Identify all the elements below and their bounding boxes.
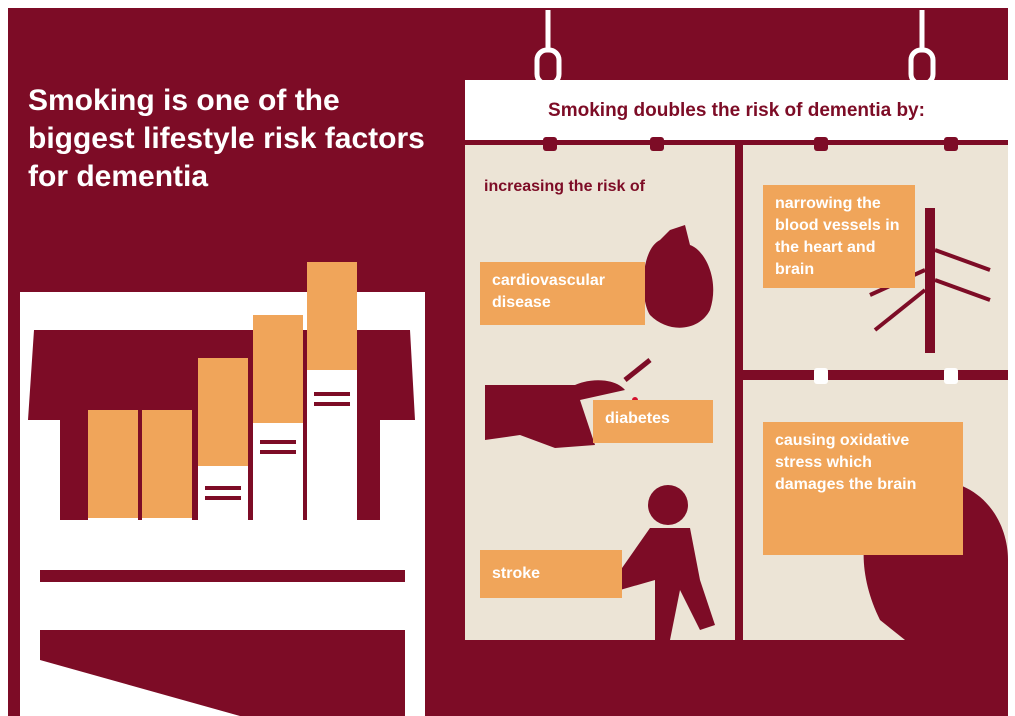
risk-item: diabetes <box>593 400 713 443</box>
title: Smoking is one of the biggest lifestyle … <box>28 84 425 193</box>
banner <box>465 80 1008 140</box>
banner-title: Smoking doubles the risk of dementia by: <box>548 100 925 121</box>
cigarette-pack <box>20 262 425 716</box>
connectors <box>543 137 958 384</box>
panel-text: narrowing the blood vessels in the heart… <box>763 185 915 288</box>
panel-heading: increasing the risk of <box>484 178 645 195</box>
panel-text: causing oxidative stress which damages t… <box>763 422 963 555</box>
risk-item: cardiovascular disease <box>480 262 645 325</box>
risk-item: stroke <box>480 550 622 598</box>
